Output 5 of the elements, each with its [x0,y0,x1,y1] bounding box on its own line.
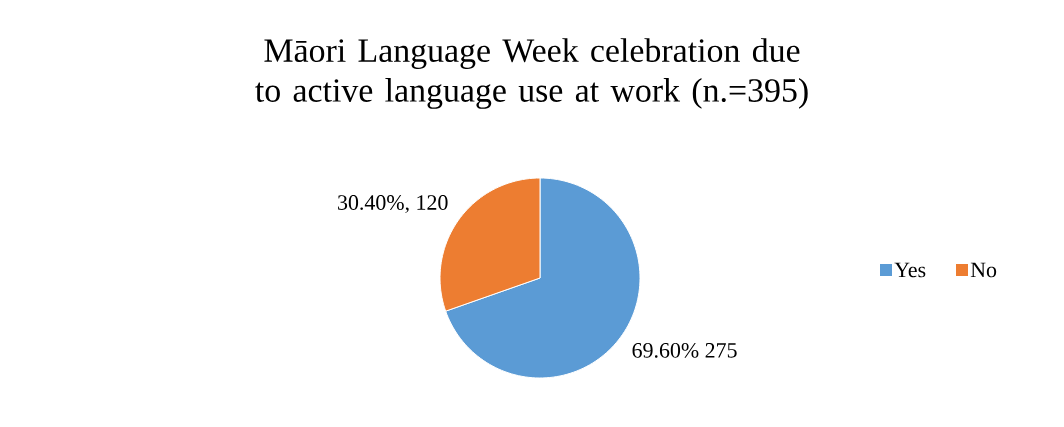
legend-label: No [970,262,997,278]
chart-title: Māori Language Week celebration due to active language use at work (n.=395) [255,38,808,109]
legend-label: Yes [894,262,926,278]
data-label: 30.40%, 120 [338,195,448,214]
data-label: 69.60% 275 [632,342,737,358]
